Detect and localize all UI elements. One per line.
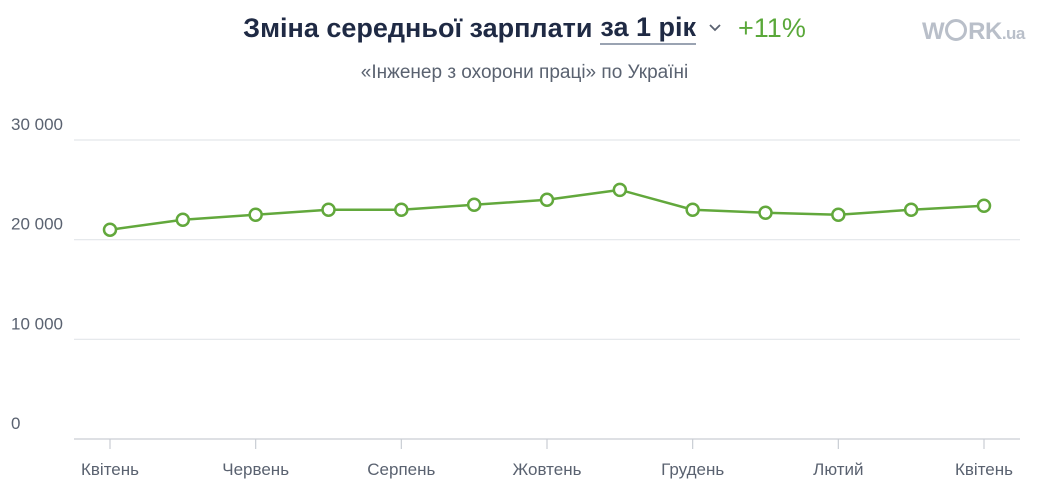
x-tick-label: Лютий bbox=[813, 460, 863, 479]
chevron-down-icon[interactable] bbox=[708, 21, 722, 35]
data-point[interactable] bbox=[466, 197, 482, 213]
point-layer bbox=[102, 182, 992, 237]
data-point[interactable] bbox=[175, 212, 191, 227]
period-selected-value[interactable]: за 1 рік bbox=[600, 12, 697, 45]
x-tick-label: Грудень bbox=[661, 460, 724, 479]
data-point[interactable] bbox=[903, 202, 919, 218]
data-point[interactable] bbox=[758, 205, 773, 221]
y-tick-label: 30 000 bbox=[11, 115, 63, 134]
x-tick-label: Жовтень bbox=[513, 460, 582, 479]
axis-layer: 0 10 000 20 000 30 000 Квітень Червень Серпень… bbox=[11, 115, 1013, 479]
data-point[interactable] bbox=[539, 192, 555, 208]
logo-text-rk: RK bbox=[968, 18, 1002, 45]
data-point[interactable] bbox=[102, 222, 118, 237]
data-point[interactable] bbox=[831, 207, 846, 222]
data-point[interactable] bbox=[976, 198, 992, 214]
data-point[interactable] bbox=[685, 202, 700, 218]
y-tick-label: 20 000 bbox=[11, 215, 63, 234]
x-tick-label: Квітень bbox=[955, 460, 1013, 479]
period-dropdown[interactable]: за 1 рік bbox=[600, 12, 722, 45]
logo-o-icon bbox=[945, 19, 968, 41]
data-point[interactable] bbox=[248, 207, 263, 222]
chart-title: Зміна середньої зарплати bbox=[243, 12, 593, 43]
data-point[interactable] bbox=[321, 202, 336, 218]
x-tick-label: Червень bbox=[222, 460, 289, 479]
data-point[interactable] bbox=[394, 202, 409, 218]
logo-text-w: W bbox=[922, 18, 945, 45]
x-tick-label: Квітень bbox=[81, 460, 139, 479]
y-tick-label: 0 bbox=[11, 414, 20, 433]
salary-change-badge: +11% bbox=[738, 12, 806, 43]
work-ua-logo[interactable]: W RK.ua bbox=[922, 18, 1025, 46]
x-tick-label: Серпень bbox=[367, 460, 435, 479]
data-point[interactable] bbox=[612, 182, 628, 198]
logo-tld: .ua bbox=[1001, 24, 1026, 43]
grid-layer bbox=[74, 139, 1020, 440]
y-tick-label: 10 000 bbox=[11, 314, 63, 333]
chart-subtitle: «Інженер з охорони праці» по Україні bbox=[360, 62, 689, 83]
chart-header: Зміна середньої зарплати за 1 рік +11% bbox=[0, 8, 1049, 48]
